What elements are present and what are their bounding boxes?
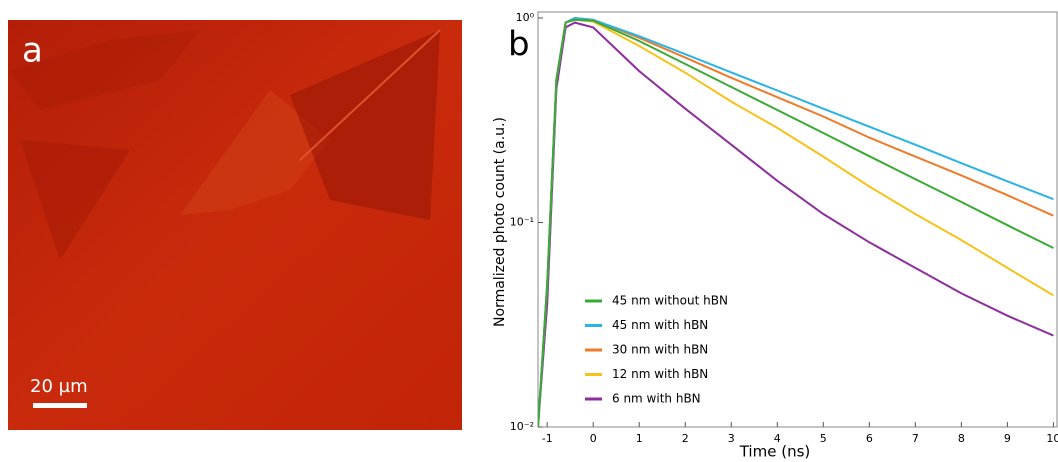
y-tick-label: 10⁻¹ (510, 216, 534, 229)
x-tick-label: 2 (682, 432, 689, 445)
flake (20, 140, 130, 260)
panel-label: b (508, 25, 530, 65)
x-tick-label: 9 (1004, 432, 1011, 445)
legend-label: 45 nm without hBN (612, 294, 728, 308)
y-axis-label: Normalized photo count (a.u.) (492, 117, 508, 327)
x-tick-label: 3 (728, 432, 735, 445)
legend-label: 30 nm with hBN (612, 343, 708, 357)
scale-bar (33, 403, 87, 408)
plot-area (538, 16, 1054, 427)
micrograph: a 20 µm (8, 20, 462, 430)
x-tick-label: 0 (590, 432, 597, 445)
plot-frame (537, 11, 1058, 428)
y-tick-label: 10⁻² (510, 420, 534, 433)
series-line (538, 21, 1054, 427)
flake (290, 30, 440, 220)
x-axis-label: Time (ns) (739, 443, 811, 461)
legend-label: 12 nm with hBN (612, 367, 708, 381)
flake (10, 30, 200, 110)
x-tick-label: 7 (912, 432, 919, 445)
x-tick-label: 10 (1046, 432, 1058, 445)
x-tick-label: 4 (774, 432, 781, 445)
series-line (538, 18, 1054, 427)
panel-label: a (22, 31, 43, 71)
grain-edge (299, 29, 441, 161)
x-tick-label: 8 (958, 432, 965, 445)
x-tick-label: 1 (636, 432, 643, 445)
series-line (538, 16, 1054, 427)
series-line (538, 16, 1054, 427)
x-tick-label: 6 (866, 432, 873, 445)
x-tick-label: -1 (542, 432, 553, 445)
series-line (538, 18, 1054, 427)
scale-bar-label: 20 µm (30, 376, 88, 397)
y-tick-label: 10⁰ (516, 11, 535, 24)
flake (180, 90, 330, 215)
legend-label: 6 nm with hBN (612, 392, 701, 406)
legend-label: 45 nm with hBN (612, 318, 708, 332)
x-tick-label: 5 (820, 432, 827, 445)
